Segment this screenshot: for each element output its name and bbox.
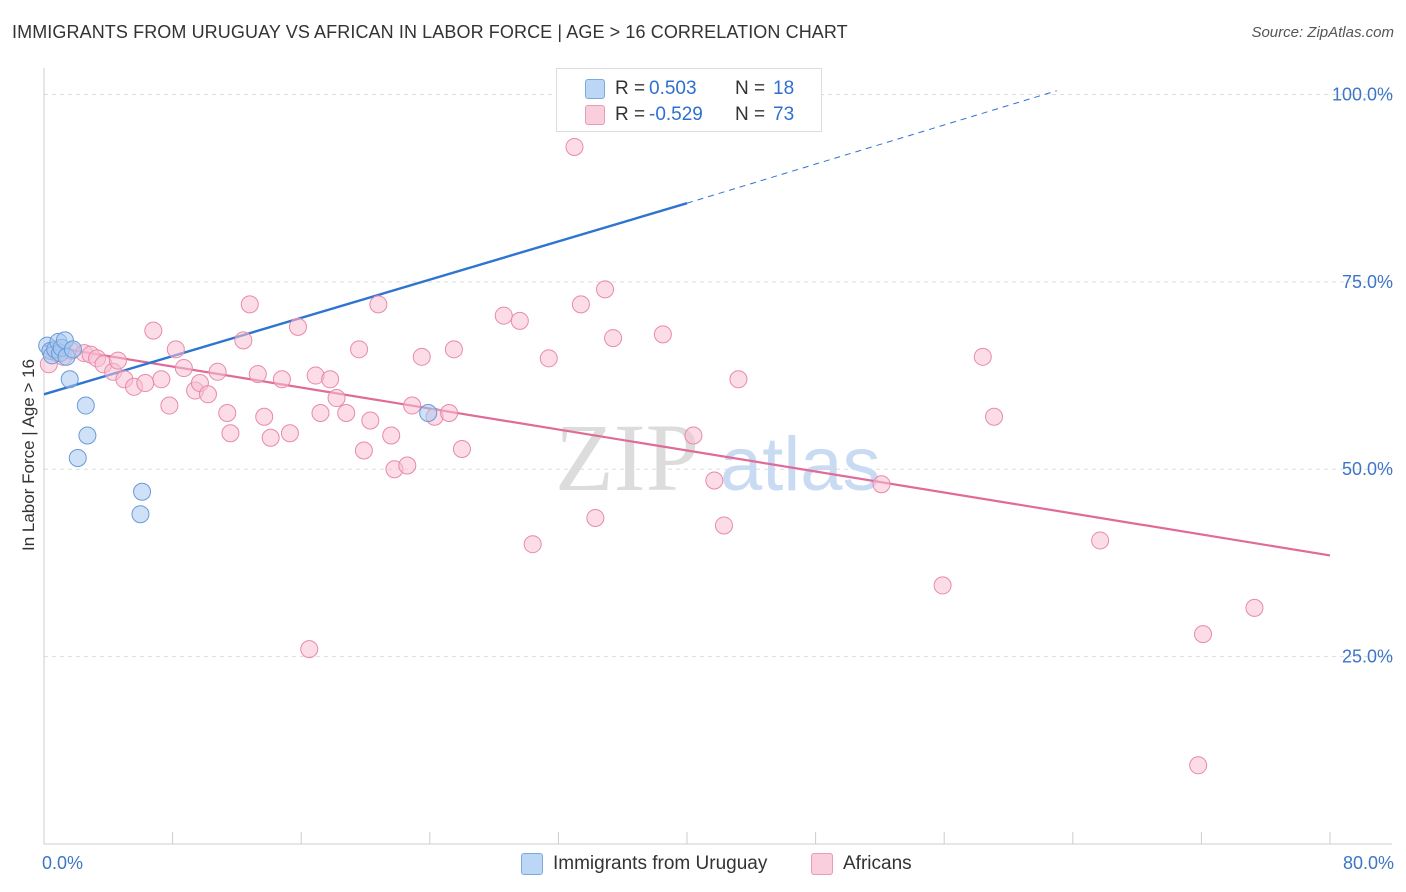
africans-point bbox=[288, 317, 307, 336]
y-tick-label: 25.0% bbox=[1342, 647, 1393, 667]
africans-point bbox=[361, 411, 380, 430]
y-tick-label: 75.0% bbox=[1342, 272, 1393, 292]
africans-point bbox=[586, 508, 605, 527]
y-tick-label: 100.0% bbox=[1332, 84, 1393, 104]
legend-n-value: 18 bbox=[773, 78, 795, 99]
legend-r-value: 0.503 bbox=[649, 78, 697, 99]
uruguay-point bbox=[131, 505, 150, 524]
africans-point bbox=[653, 325, 672, 344]
tick-labels: 25.0% 50.0% 75.0% 100.0% 0.0% 80.0% bbox=[42, 84, 1394, 873]
legend-n-label: N = bbox=[735, 78, 766, 99]
uruguay-point bbox=[133, 482, 152, 501]
chart-title: IMMIGRANTS FROM URUGUAY VS AFRICAN IN LA… bbox=[12, 22, 848, 42]
africans-point bbox=[440, 404, 459, 423]
africans-point bbox=[985, 407, 1004, 426]
africans-point bbox=[354, 441, 373, 460]
africans-point bbox=[444, 340, 463, 359]
watermark-zip: ZIP bbox=[555, 404, 699, 511]
africans-point bbox=[248, 365, 267, 384]
africans-point bbox=[714, 516, 733, 535]
watermark-atlas: atlas bbox=[720, 422, 881, 507]
axes bbox=[43, 68, 1392, 845]
uruguay-trend-line bbox=[43, 202, 688, 396]
africans-point bbox=[1245, 598, 1264, 617]
africans-point bbox=[382, 426, 401, 445]
y-tick-label: 50.0% bbox=[1342, 459, 1393, 479]
africans-point bbox=[261, 428, 280, 447]
africans-point bbox=[300, 640, 319, 659]
africans-point bbox=[729, 370, 748, 389]
africans-point bbox=[144, 321, 163, 340]
uruguay-point bbox=[63, 340, 82, 359]
africans-point bbox=[136, 374, 155, 393]
legend-r-label: R = bbox=[615, 78, 646, 99]
africans-point bbox=[218, 404, 237, 423]
uruguay-point bbox=[419, 404, 438, 423]
correlation-legend: R = 0.503 N = 18 R = -0.529 N = 73 bbox=[556, 68, 822, 132]
africans-point bbox=[933, 576, 952, 595]
africans-point bbox=[108, 351, 127, 370]
africans-trend-line bbox=[43, 344, 1331, 557]
uruguay-point bbox=[68, 449, 87, 467]
uruguay-trend-extension bbox=[686, 90, 1057, 204]
africans-point bbox=[403, 396, 422, 415]
africans-point bbox=[198, 385, 217, 404]
africans-point bbox=[571, 295, 590, 314]
africans-point bbox=[705, 471, 724, 490]
uruguay-point bbox=[76, 396, 95, 415]
africans-point bbox=[565, 137, 584, 156]
africans-point bbox=[604, 329, 623, 348]
africans-point bbox=[337, 404, 356, 423]
legend-r-label: R = bbox=[615, 104, 646, 125]
africans-point bbox=[1194, 625, 1213, 644]
legend-n-value: 73 bbox=[773, 104, 795, 125]
africans-point bbox=[208, 362, 227, 381]
y-axis-label: In Labor Force | Age > 16 bbox=[19, 359, 38, 551]
bottom-legend-swatch-africans bbox=[811, 853, 833, 875]
africans-point bbox=[412, 347, 431, 366]
africans-point bbox=[327, 389, 346, 408]
uruguay-point bbox=[78, 426, 97, 445]
bottom-legend-label-uruguay: Immigrants from Uruguay bbox=[553, 853, 768, 874]
africans-point bbox=[160, 396, 179, 415]
africans-point bbox=[973, 347, 992, 366]
legend-swatch-africans bbox=[585, 105, 605, 125]
bottom-legend-label-africans: Africans bbox=[843, 853, 912, 874]
legend-r-value: -0.529 bbox=[649, 104, 703, 125]
africans-point bbox=[398, 456, 417, 475]
africans-point bbox=[240, 295, 259, 314]
africans-point bbox=[539, 349, 558, 368]
africans-point bbox=[523, 535, 542, 554]
africans-point bbox=[321, 370, 340, 389]
africans-point bbox=[494, 306, 513, 325]
africans-point bbox=[166, 340, 185, 359]
africans-point bbox=[596, 280, 615, 299]
africans-point bbox=[234, 331, 253, 350]
africans-point bbox=[452, 440, 471, 459]
africans-point bbox=[369, 295, 388, 314]
africans-point bbox=[311, 404, 330, 423]
grid-lines bbox=[44, 93, 1392, 658]
africans-point bbox=[280, 424, 299, 443]
africans-point bbox=[152, 370, 171, 389]
uruguay-point bbox=[60, 370, 79, 389]
africans-point bbox=[872, 475, 891, 494]
data-points bbox=[38, 81, 1264, 775]
x-tick-label: 80.0% bbox=[1343, 853, 1394, 873]
africans-point bbox=[510, 311, 529, 330]
x-tick-label: 0.0% bbox=[42, 853, 83, 873]
source-label: Source: ZipAtlas.com bbox=[1251, 24, 1394, 41]
africans-point bbox=[255, 407, 274, 426]
legend-n-label: N = bbox=[735, 104, 766, 125]
legend-swatch-uruguay bbox=[585, 79, 605, 99]
africans-point bbox=[1189, 756, 1208, 775]
africans-point bbox=[684, 426, 703, 445]
africans-point bbox=[350, 340, 369, 359]
africans-point bbox=[272, 370, 291, 389]
bottom-legend-swatch-uruguay bbox=[521, 853, 543, 875]
africans-point bbox=[221, 424, 240, 443]
africans-point bbox=[1091, 531, 1110, 550]
africans-point bbox=[174, 359, 193, 378]
